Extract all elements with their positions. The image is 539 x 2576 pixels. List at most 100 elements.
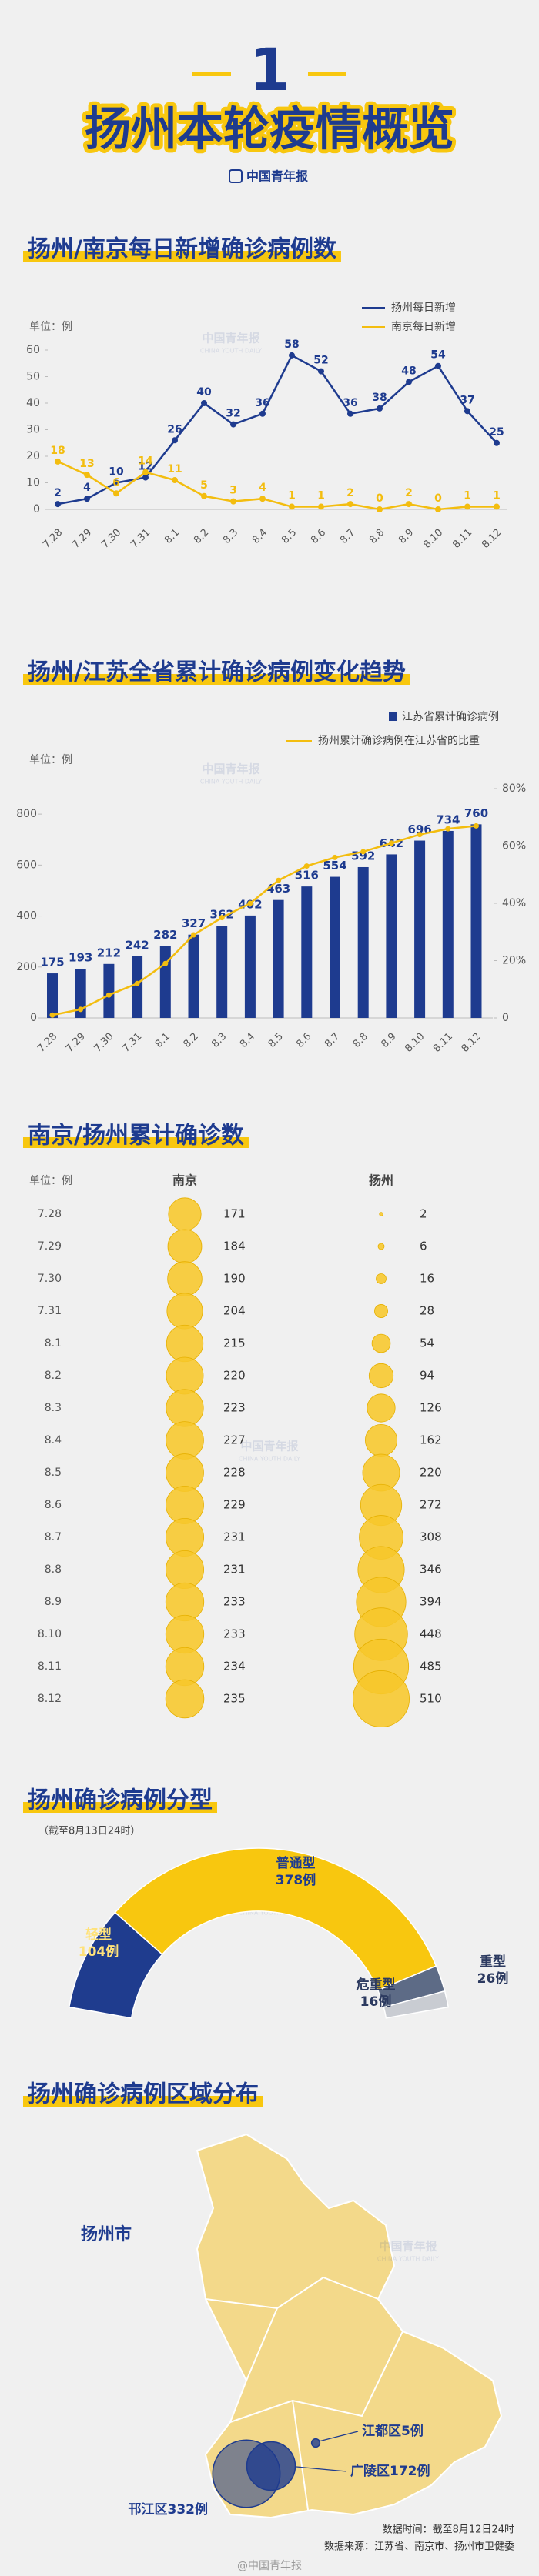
y-tick-label: 400 (16, 910, 37, 923)
bubble (376, 1273, 387, 1284)
row-label: 8.9 (45, 1596, 62, 1608)
data-label: 327 (182, 916, 206, 930)
district-label: 广陵区172例 (350, 2463, 430, 2479)
y-tick-label: 40 (26, 397, 40, 409)
data-point (49, 1012, 55, 1018)
y2-tick-label: 60% (502, 840, 526, 853)
y2-tick-label: 40% (502, 897, 526, 909)
data-label: 227 (223, 1433, 246, 1447)
data-point (84, 496, 90, 502)
y-tick-label: 200 (16, 961, 37, 973)
data-point (417, 832, 423, 838)
watermark: CHINA YOUTH DAILY (200, 779, 262, 786)
logo: 中国青年报 (246, 169, 308, 184)
footer-credit: @中国青年报 (237, 2560, 302, 2572)
data-label: 48 (401, 365, 416, 377)
bar (414, 840, 426, 1018)
district-label: 邗江区332例 (129, 2501, 209, 2518)
bubble (168, 1197, 202, 1231)
data-point (332, 854, 338, 860)
bubble (166, 1324, 204, 1363)
data-point (464, 408, 470, 415)
data-label: 1 (464, 490, 471, 502)
data-label: 346 (420, 1563, 442, 1577)
data-label: 220 (420, 1466, 442, 1480)
data-label: 14 (138, 455, 153, 468)
data-point (406, 501, 412, 508)
data-label: 272 (420, 1498, 442, 1512)
series-line (57, 354, 497, 506)
data-point (377, 405, 383, 412)
bar (330, 876, 340, 1018)
row-label: 8.11 (38, 1660, 62, 1673)
section-title: 南京/扬州累计确诊数 (28, 1123, 245, 1150)
data-label: 1 (317, 490, 325, 502)
y-tick-label: 20 (26, 450, 40, 462)
data-label: 12 (138, 461, 152, 473)
data-point (494, 503, 500, 510)
data-label: 215 (223, 1336, 246, 1350)
data-point (318, 368, 324, 375)
segment-label: 危重型 (356, 1977, 396, 1993)
data-label: 510 (420, 1692, 442, 1706)
bar (132, 956, 143, 1018)
data-label: 2 (54, 487, 62, 499)
data-label: 734 (436, 813, 460, 826)
data-label: 175 (40, 956, 64, 969)
bubble (379, 1212, 383, 1216)
district-value: 332例 (168, 2501, 209, 2518)
data-point (113, 490, 119, 497)
data-label: 233 (223, 1627, 246, 1641)
data-label: 1 (288, 490, 296, 502)
district-label: 江都区5例 (362, 2423, 424, 2439)
data-label: 229 (223, 1498, 246, 1512)
leader-line (296, 2466, 347, 2472)
data-label: 3 (229, 485, 237, 497)
footer-time: 数据时间：截至8月12日24时 (383, 2524, 514, 2536)
y-tick-label: 0 (30, 1012, 37, 1024)
data-point (259, 496, 266, 502)
bar (301, 886, 313, 1018)
district-value: 172例 (390, 2463, 430, 2479)
y2-tick-label: 20% (502, 955, 526, 967)
bubble (377, 1243, 385, 1250)
data-label: 193 (69, 951, 92, 965)
data-label: 10 (109, 466, 124, 479)
data-label: 223 (223, 1401, 246, 1415)
bubble (364, 1423, 398, 1457)
data-label: 233 (223, 1595, 246, 1609)
data-point (494, 439, 500, 446)
y-unit: 单位：例 (29, 321, 72, 333)
data-point (435, 362, 441, 369)
subtitle: （截至8月13日24时） (38, 1826, 140, 1837)
data-label: 54 (420, 1336, 434, 1350)
y-tick-label: 50 (26, 371, 40, 383)
bubble (353, 1670, 410, 1727)
ratio-line (52, 825, 477, 1016)
bar (216, 926, 228, 1018)
bar (273, 899, 284, 1018)
data-label: 516 (295, 869, 319, 883)
bar (47, 973, 58, 1018)
data-label: 485 (420, 1660, 442, 1673)
data-label: 1 (493, 490, 500, 502)
title-highlight (23, 2096, 263, 2107)
data-label: 13 (79, 458, 94, 470)
data-point (201, 400, 207, 406)
data-label: 26 (167, 423, 182, 435)
data-point (360, 849, 367, 855)
bubble (165, 1679, 205, 1719)
issue-number: 1 (249, 35, 290, 104)
legend-label: 扬州累计确诊病例在江苏省的比重 (318, 735, 480, 747)
section-title: 扬州确诊病例区域分布 (28, 2081, 259, 2108)
row-label: 7.31 (38, 1305, 62, 1317)
district-borders (205, 2276, 403, 2511)
data-point (247, 900, 253, 906)
row-label: 8.6 (45, 1499, 62, 1511)
legend-label: 南京每日新增 (391, 321, 456, 333)
data-label: 242 (125, 938, 149, 952)
data-point (347, 501, 353, 508)
watermark: CHINA YOUTH DAILY (239, 1456, 300, 1463)
data-label: 760 (464, 806, 488, 820)
